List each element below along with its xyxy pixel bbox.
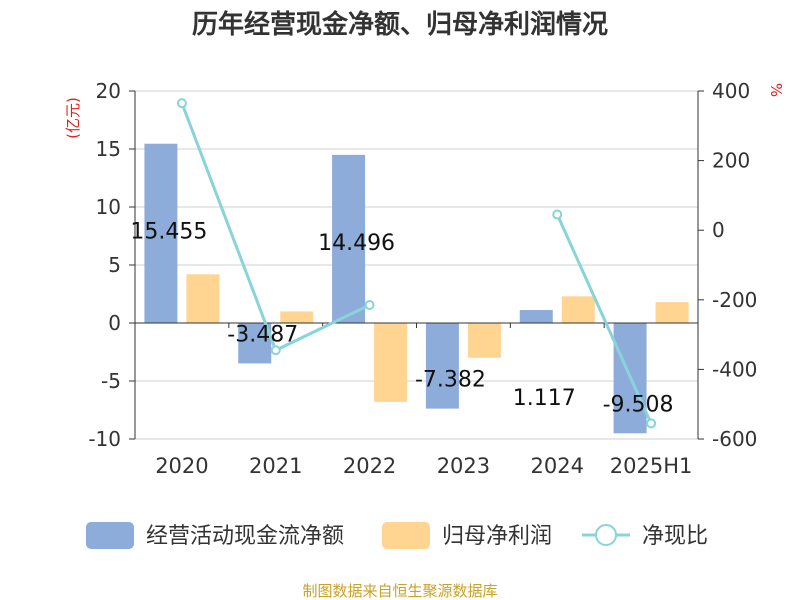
data-label: -3.487 (227, 322, 298, 347)
x-tick-label: 2024 (531, 454, 584, 478)
x-tick-label: 2020 (155, 454, 208, 478)
left-tick-label: 10 (96, 195, 121, 219)
right-tick-label: -200 (712, 288, 757, 312)
bar (655, 302, 689, 323)
line-series (176, 98, 657, 429)
data-label: -7.382 (415, 368, 486, 393)
bar (186, 274, 220, 323)
right-tick-label: 400 (712, 79, 750, 103)
line-point (552, 209, 563, 220)
left-tick-label: 20 (96, 79, 121, 103)
right-tick-label: -600 (712, 427, 757, 451)
right-tick-label: 0 (712, 218, 725, 242)
chart-title: 历年经营现金净额、归母净利润情况 (192, 9, 608, 40)
bar-series (144, 143, 689, 434)
legend-swatch-marker (595, 524, 617, 546)
x-tick-label: 2022 (343, 454, 396, 478)
legend-label: 归母净利润 (442, 524, 552, 549)
bar (425, 323, 459, 409)
bar (561, 296, 595, 323)
line-point (176, 98, 187, 109)
right-tick-label: -400 (712, 357, 757, 381)
x-tick-label: 2025H1 (610, 454, 693, 478)
bar (280, 311, 314, 323)
left-tick-label: 0 (108, 311, 121, 335)
data-label: 14.496 (318, 231, 395, 256)
line-point (364, 300, 375, 311)
x-tick-label: 2023 (437, 454, 490, 478)
x-tick-label: 2021 (249, 454, 302, 478)
legend-swatch (382, 522, 430, 549)
bar (238, 323, 272, 364)
bar (467, 323, 501, 358)
legend-swatch (86, 522, 134, 549)
right-axis-unit: % (767, 83, 785, 97)
series-line (555, 213, 653, 424)
bar (519, 310, 553, 323)
line-point (270, 345, 281, 356)
left-tick-label: 15 (96, 137, 121, 161)
legend-label: 净现比 (642, 524, 708, 549)
legend: 经营活动现金流净额 归母净利润 净现比 (86, 522, 708, 549)
axes: 20 15 10 5 0 -5 -10 400 200 0 -200 -400 -600 2020 2021… (88, 79, 757, 478)
left-tick-label: 5 (108, 253, 121, 277)
bar (374, 323, 408, 402)
data-labels: 15.455 -3.487 14.496 -7.382 1.117 -9.508 (130, 220, 673, 418)
data-label: 1.117 (513, 386, 576, 411)
bar (144, 143, 178, 323)
data-label: 15.455 (130, 220, 207, 245)
source-note: 制图数据来自恒生聚源数据库 (302, 582, 497, 600)
left-tick-label: -10 (88, 427, 121, 451)
line-point (646, 418, 657, 429)
right-tick-label: 200 (712, 149, 750, 173)
legend-label: 经营活动现金流净额 (146, 524, 344, 549)
data-label: -9.508 (603, 392, 674, 417)
left-axis-unit: (亿元) (64, 97, 82, 139)
left-tick-label: -5 (101, 369, 121, 393)
bar (332, 154, 366, 323)
